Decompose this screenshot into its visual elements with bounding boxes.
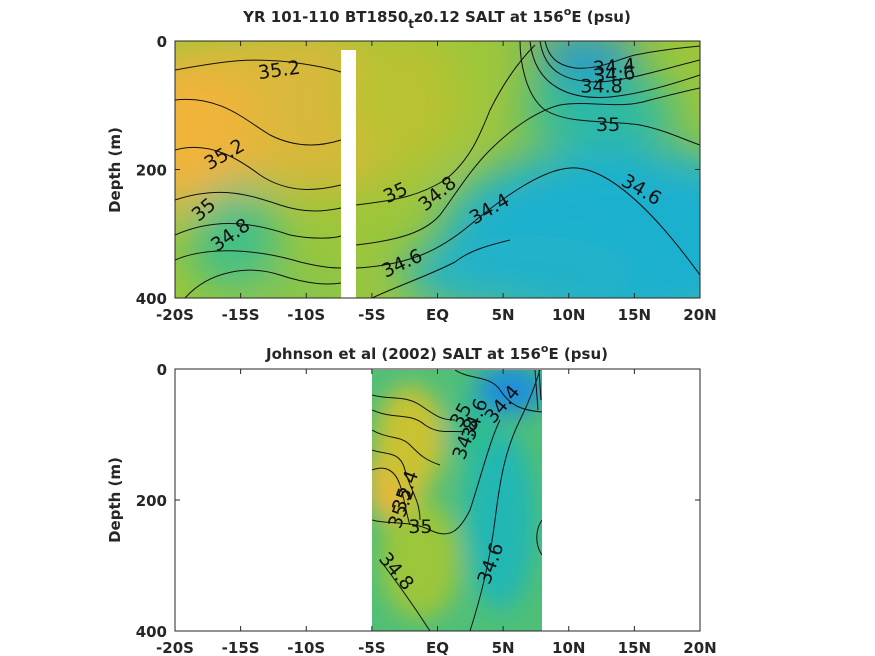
top-contour-label: 34.6	[592, 62, 636, 88]
bottom-y-tick-label: 200	[136, 492, 167, 510]
bottom-panel-title: Johnson et al (2002) SALT at 156oE (psu)	[265, 342, 608, 363]
top-x-tick-label: -20S	[156, 306, 194, 324]
top-y-ticks: 0 200 400	[136, 33, 700, 308]
top-salinity-field	[175, 41, 700, 298]
bottom-x-tick-label: 5N	[492, 639, 515, 656]
top-x-tick-label: 20N	[683, 306, 716, 324]
top-panel: YR 101-110 BT1850tz0.12 SALT at 156oE (p…	[106, 5, 717, 324]
bottom-x-tick-label: -5S	[358, 639, 385, 656]
top-contour-label: 34.4	[592, 54, 636, 80]
top-x-tick-label: 10N	[552, 306, 585, 324]
top-x-tick-label: 5N	[492, 306, 515, 324]
top-x-tick-label: -15S	[222, 306, 260, 324]
bottom-salinity-field	[372, 370, 542, 631]
top-y-tick-label: 0	[157, 33, 167, 51]
bottom-x-tick-label: 10N	[552, 639, 585, 656]
bottom-x-tick-label: EQ	[426, 639, 449, 656]
bottom-x-ticks: -20S -15S -10S -5S EQ 5N 10N 15N 20N	[156, 369, 717, 656]
top-data-gap	[341, 50, 356, 298]
top-x-tick-label: 15N	[618, 306, 651, 324]
bottom-y-ticks: 0 200 400	[136, 361, 700, 641]
top-y-tick-label: 400	[136, 290, 167, 308]
top-x-tick-label: EQ	[426, 306, 449, 324]
top-x-tick-label: -10S	[287, 306, 325, 324]
bottom-contour-label: 35	[408, 516, 432, 538]
top-contour-label: 35	[596, 114, 620, 136]
top-panel-title: YR 101-110 BT1850tz0.12 SALT at 156oE (p…	[242, 5, 631, 31]
bottom-x-tick-label: -15S	[222, 639, 260, 656]
bottom-x-tick-label: -10S	[287, 639, 325, 656]
bottom-y-axis-label: Depth (m)	[106, 457, 124, 543]
bottom-y-tick-label: 0	[157, 361, 167, 379]
bottom-x-tick-label: 20N	[683, 639, 716, 656]
top-x-tick-label: -5S	[358, 306, 385, 324]
bottom-x-tick-label: 15N	[618, 639, 651, 656]
top-y-tick-label: 200	[136, 162, 167, 180]
top-contour-label: 34.8	[580, 75, 622, 97]
bottom-y-tick-label: 400	[136, 623, 167, 641]
top-x-ticks: -20S -15S -10S -5S EQ 5N 10N 15N 20N	[156, 41, 717, 324]
top-y-axis-label: Depth (m)	[106, 127, 124, 213]
bottom-panel: Johnson et al (2002) SALT at 156oE (psu)	[106, 342, 717, 656]
bottom-x-tick-label: -20S	[156, 639, 194, 656]
